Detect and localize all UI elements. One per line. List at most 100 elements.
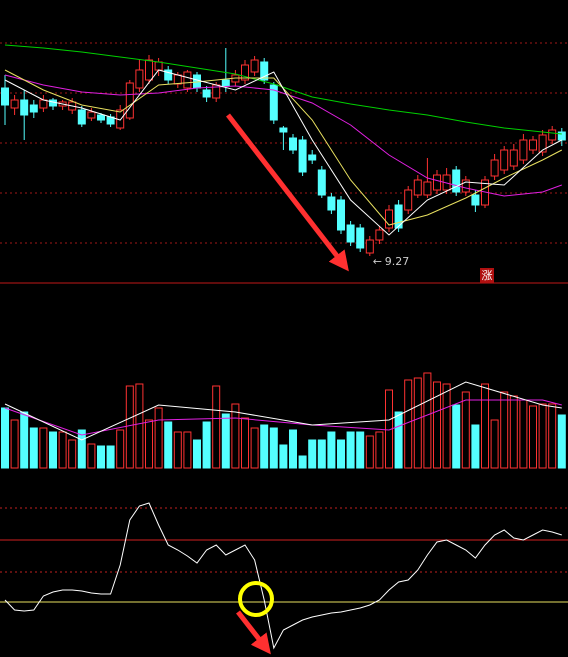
volume-bar — [337, 439, 345, 469]
candle-body — [20, 99, 29, 116]
candle-body — [298, 139, 307, 173]
volume-bar — [423, 372, 432, 469]
volume-bar — [97, 445, 105, 469]
volume-bar — [250, 427, 259, 469]
volume-bar — [308, 439, 317, 469]
candle-body — [183, 71, 192, 89]
volume-bar — [202, 421, 211, 469]
candle-body — [365, 239, 374, 254]
candle-body — [135, 69, 144, 89]
volume-bar — [135, 383, 144, 469]
candle-body — [413, 179, 422, 196]
volume-bar — [356, 431, 365, 469]
volume-bar — [58, 431, 67, 469]
candle-body — [375, 229, 384, 241]
volume-bar — [471, 424, 480, 469]
annotation-circle — [238, 581, 274, 617]
volume-bar — [548, 403, 557, 469]
volume-bar — [500, 391, 509, 469]
candle-body — [452, 169, 461, 193]
volume-bar — [29, 427, 38, 469]
volume-bar — [375, 431, 384, 469]
candle-body — [77, 109, 86, 125]
volume-bar — [490, 419, 499, 469]
badge-bg — [480, 268, 494, 283]
low-arrow: ← — [373, 255, 382, 268]
volume-bar — [538, 403, 547, 469]
candle-body — [423, 181, 432, 196]
candle-body — [509, 149, 518, 167]
candle-body — [317, 169, 326, 196]
candle-body — [490, 159, 499, 177]
low-label: 9.27 — [385, 255, 410, 268]
volume-bar — [164, 421, 173, 469]
candle-body — [538, 134, 547, 153]
volume-bar — [145, 419, 153, 469]
volume-bar — [221, 413, 230, 469]
volume-bar — [116, 429, 125, 469]
candle-body — [308, 154, 317, 161]
volume-bar — [327, 431, 336, 469]
volume-bar — [106, 445, 115, 469]
volume-bar — [154, 407, 163, 469]
volume-bar — [289, 429, 297, 469]
candle-body — [125, 82, 134, 119]
candle-body — [279, 127, 288, 133]
volume-bar — [212, 385, 221, 469]
candle-body — [327, 196, 336, 211]
candle-body — [557, 131, 566, 141]
volume-bar — [77, 429, 86, 469]
candle-body — [404, 189, 413, 211]
candle-body — [471, 194, 480, 206]
volume-bar — [1, 407, 9, 469]
ma-line — [4, 381, 562, 441]
candle-body — [1, 87, 9, 106]
candle-body — [548, 129, 557, 141]
volume-bar — [87, 443, 96, 469]
candle-body — [241, 64, 249, 81]
volume-bar — [183, 431, 192, 469]
volume-bar — [49, 431, 57, 469]
volume-bar — [529, 405, 537, 469]
candle-body — [164, 69, 173, 81]
candle-body — [202, 89, 211, 98]
ma-line — [4, 69, 563, 226]
volume-bar — [404, 379, 413, 469]
candle-body — [529, 139, 537, 151]
volume-bar — [452, 404, 461, 469]
candle-body — [500, 149, 509, 171]
candle-body — [394, 204, 403, 229]
candle-body — [356, 227, 365, 249]
volume-bar — [442, 383, 451, 469]
volume-bar — [298, 455, 307, 469]
candle-body — [433, 174, 441, 191]
plot-layer: ← 9.27 涨 — [0, 42, 568, 650]
volume-bar — [433, 381, 441, 469]
candle-body — [221, 79, 230, 87]
volume-bar — [193, 439, 201, 469]
candle-body — [346, 224, 355, 243]
volume-bar — [481, 383, 489, 469]
candle-body — [173, 74, 182, 85]
volume-bar — [241, 417, 249, 469]
volume-bar — [10, 419, 19, 469]
volume-bar — [173, 431, 182, 469]
candle-body — [269, 84, 278, 121]
volume-bar — [20, 411, 29, 469]
volume-bar — [413, 377, 422, 469]
ma-line — [4, 44, 562, 135]
badge: 涨 — [482, 269, 493, 282]
ma-line — [4, 69, 563, 236]
volume-bar — [39, 427, 48, 469]
volume-bar — [279, 444, 288, 469]
candle-body — [250, 59, 259, 73]
candle-body — [145, 59, 153, 81]
volume-bar — [509, 395, 518, 469]
candle-body — [260, 61, 269, 81]
volume-bar — [519, 399, 528, 469]
candle-body — [39, 99, 48, 109]
volume-bar — [269, 427, 278, 469]
volume-bar — [317, 439, 326, 469]
candle-body — [519, 139, 528, 161]
candle-body — [289, 137, 297, 151]
